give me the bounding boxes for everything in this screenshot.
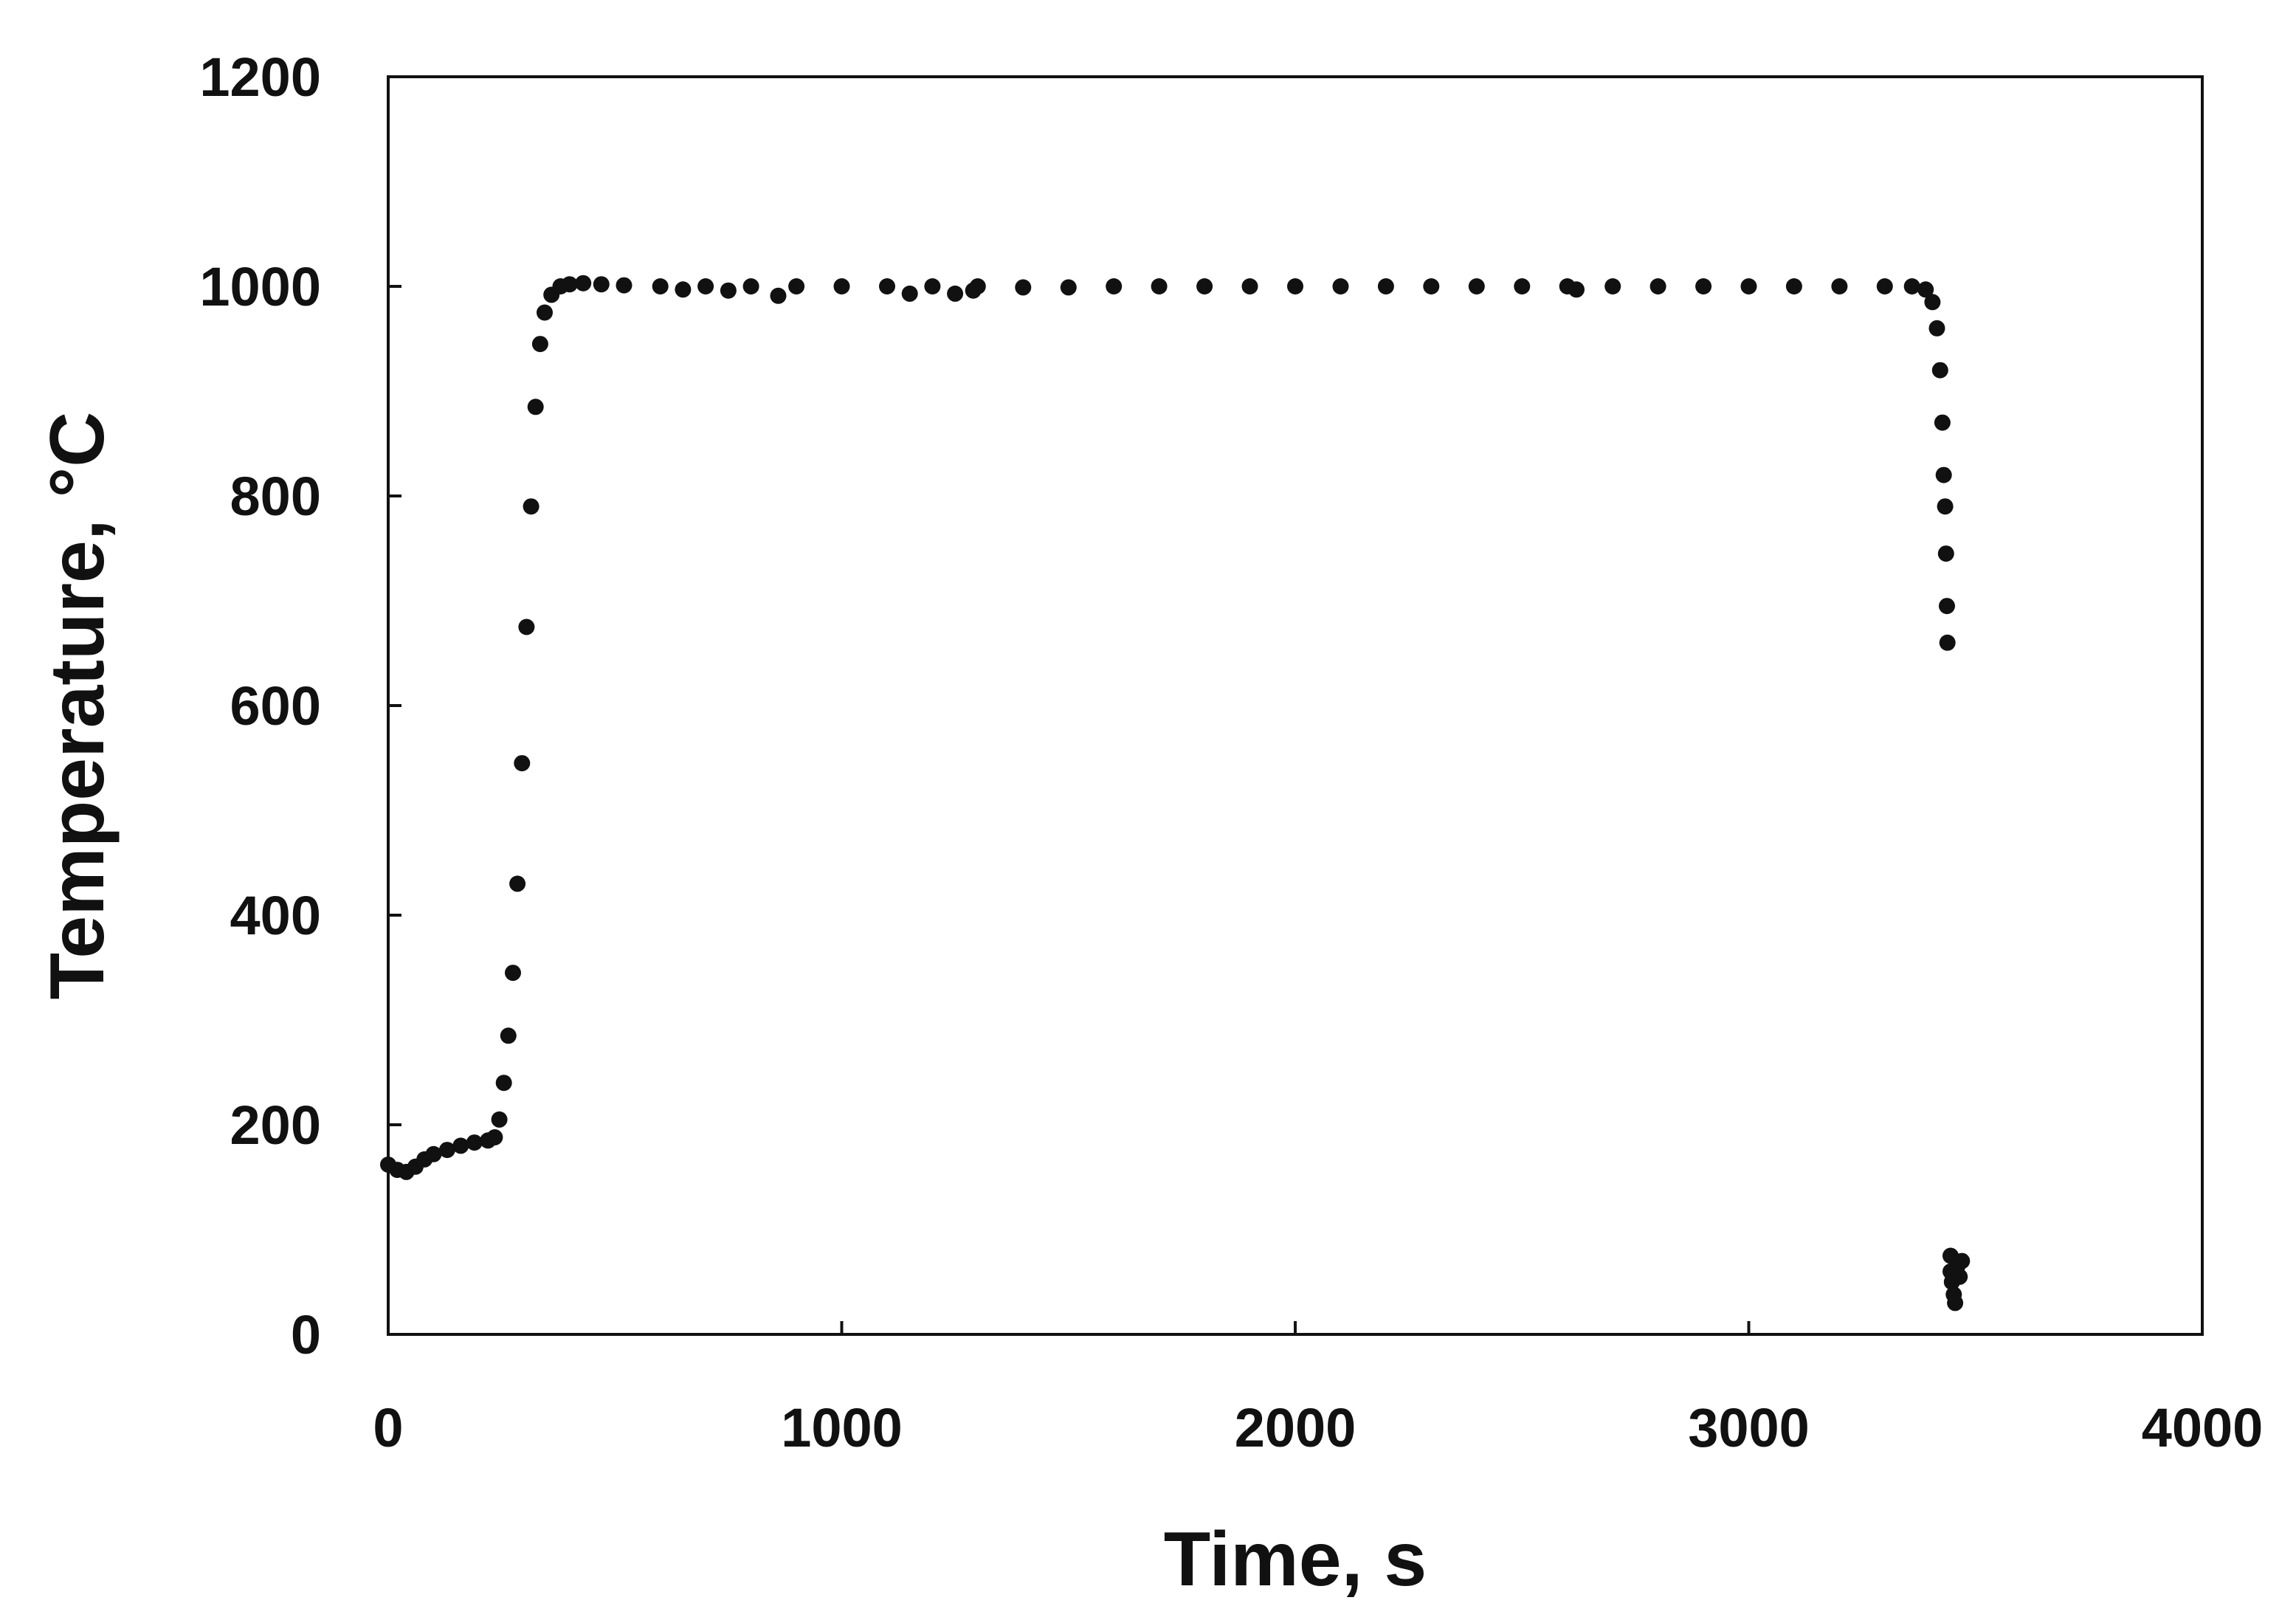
data-point — [1604, 278, 1621, 294]
data-point — [1903, 278, 1920, 294]
data-point — [1151, 278, 1168, 294]
data-point — [1423, 278, 1440, 294]
data-point — [1241, 278, 1258, 294]
data-point — [1931, 362, 1948, 379]
data-point — [527, 399, 544, 416]
y-tick-label: 1000 — [199, 256, 321, 317]
data-point — [1939, 598, 1955, 615]
y-axis: 0 200 400 600 800 1000 1200 — [199, 46, 401, 1365]
data-point — [438, 1142, 455, 1159]
data-point — [1939, 634, 1956, 651]
data-point — [720, 282, 737, 299]
data-point — [770, 287, 787, 304]
plot-frame — [387, 75, 2204, 1336]
data-point — [491, 1111, 508, 1128]
data-point — [788, 278, 805, 294]
data-point — [947, 285, 964, 302]
y-axis-label: Temperature, °C — [35, 412, 120, 1000]
y-tick-label: 1200 — [199, 46, 321, 108]
data-point — [514, 755, 531, 772]
data-point — [1924, 294, 1941, 311]
data-point — [901, 285, 918, 302]
data-point — [452, 1137, 469, 1154]
data-point — [537, 304, 553, 321]
data-point — [1377, 278, 1394, 294]
x-tick-label: 0 — [373, 1397, 403, 1458]
data-point — [466, 1134, 483, 1151]
data-point — [593, 276, 610, 293]
data-point — [1937, 545, 1954, 562]
data-point — [1937, 498, 1954, 515]
data-series — [380, 275, 1971, 1311]
data-point — [1060, 279, 1077, 296]
x-tick-label: 3000 — [1688, 1397, 1810, 1458]
data-point — [531, 336, 548, 353]
y-tick-label: 800 — [230, 466, 321, 527]
data-point — [1695, 278, 1712, 294]
data-point — [1935, 466, 1952, 483]
data-point — [1954, 1252, 1971, 1269]
data-point — [616, 277, 632, 294]
data-point — [518, 618, 535, 635]
x-tick-label: 2000 — [1235, 1397, 1356, 1458]
data-point — [505, 965, 521, 982]
plot-border — [387, 75, 2204, 1336]
data-point — [486, 1129, 503, 1145]
y-tick-label: 0 — [291, 1304, 321, 1365]
x-axis: 0 1000 2000 3000 4000 — [373, 1321, 2263, 1458]
data-point — [1740, 278, 1757, 294]
data-point — [1514, 278, 1531, 294]
data-point — [1876, 278, 1893, 294]
data-point — [833, 278, 850, 294]
data-point — [1947, 1295, 1964, 1311]
y-tick-label: 200 — [230, 1095, 321, 1156]
data-point — [495, 1075, 512, 1092]
data-point — [500, 1027, 517, 1044]
data-point — [1785, 278, 1802, 294]
data-point — [425, 1145, 442, 1162]
data-point — [652, 278, 669, 294]
data-point — [1196, 278, 1213, 294]
data-point — [1106, 278, 1123, 294]
y-tick-label: 400 — [230, 885, 321, 946]
data-point — [697, 278, 714, 294]
data-point — [1917, 281, 1934, 298]
data-point — [575, 275, 592, 292]
data-point — [1649, 278, 1666, 294]
data-point — [1928, 320, 1945, 337]
data-point — [509, 875, 526, 892]
y-tick-label: 600 — [230, 675, 321, 737]
x-tick-label: 1000 — [781, 1397, 903, 1458]
data-point — [1332, 278, 1349, 294]
x-tick-label: 4000 — [2142, 1397, 2264, 1458]
data-point — [969, 278, 986, 294]
data-point — [1287, 278, 1303, 294]
data-point — [1951, 1268, 1968, 1285]
x-axis-label: Time, s — [1164, 1517, 1427, 1602]
data-point — [675, 281, 692, 298]
data-point — [742, 278, 759, 294]
data-point — [1934, 414, 1951, 431]
data-point — [1468, 278, 1485, 294]
data-point — [924, 278, 941, 294]
data-point — [523, 498, 539, 515]
data-point — [1015, 279, 1032, 296]
data-point — [879, 278, 895, 294]
data-point — [1568, 281, 1585, 298]
data-point — [561, 276, 578, 293]
data-point — [1831, 278, 1848, 294]
